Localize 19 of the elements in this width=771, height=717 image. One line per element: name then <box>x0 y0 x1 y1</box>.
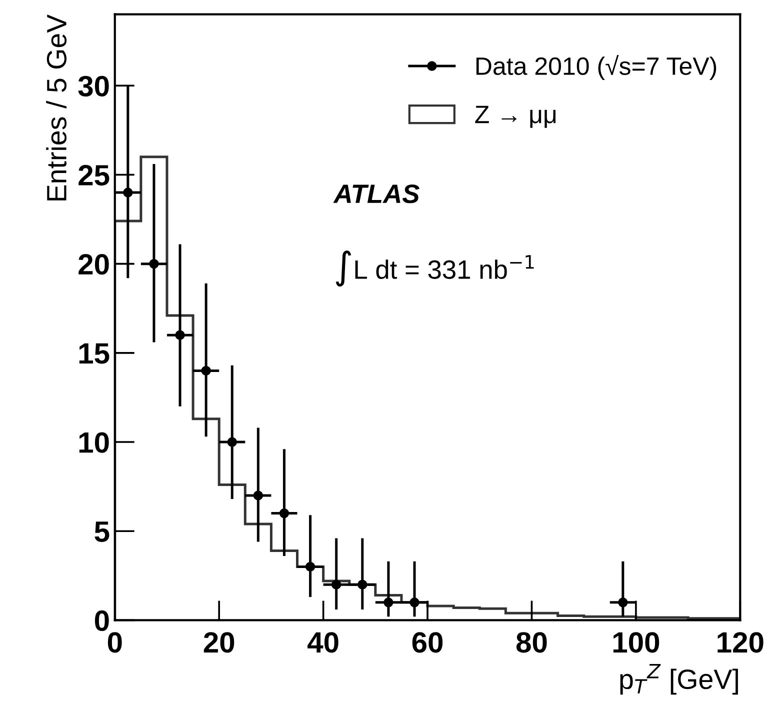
y-axis-title: Entries / 5 GeV <box>46 14 67 200</box>
y-tick-label: 25 <box>78 164 110 186</box>
y-tick-label: 0 <box>94 610 109 632</box>
x-tick-label: 40 <box>308 632 338 653</box>
y-tick-label: 10 <box>79 432 109 453</box>
annotation: ATLAS <box>333 184 420 204</box>
x-tick-label: 100 <box>613 632 660 653</box>
x-axis-title: p$_{T}$$^{Z}$ [GeV] <box>620 664 738 695</box>
y-tick-label: 30 <box>78 76 109 97</box>
annotation: ∫L dt = 331 nb$^{−1}$ <box>336 250 534 287</box>
y-tick-label: 15 <box>79 343 110 364</box>
y-tick-label: 5 <box>94 522 110 542</box>
x-tick-label: 20 <box>204 632 234 653</box>
legend-label: Data 2010 (√s=7 TeV) <box>476 55 716 80</box>
legend-label: Z → μμ <box>475 106 556 128</box>
y-tick-label: 20 <box>78 254 109 275</box>
x-tick-label: 120 <box>718 632 764 653</box>
x-tick-label: 60 <box>412 632 443 653</box>
x-tick-label: 80 <box>516 632 547 653</box>
